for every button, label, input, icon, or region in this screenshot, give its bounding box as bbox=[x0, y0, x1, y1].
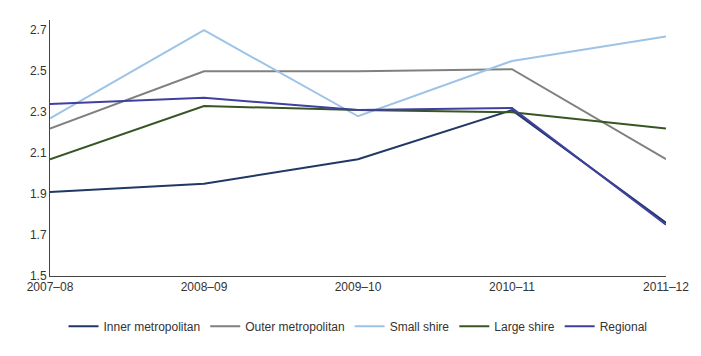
svg-text:2011–12: 2011–12 bbox=[643, 280, 689, 294]
svg-text:2009–10: 2009–10 bbox=[335, 280, 382, 294]
svg-text:Small shire: Small shire bbox=[390, 320, 450, 334]
svg-text:1.5: 1.5 bbox=[30, 269, 47, 283]
svg-text:2008–09: 2008–09 bbox=[181, 280, 228, 294]
svg-text:1.9: 1.9 bbox=[30, 187, 47, 201]
svg-text:Inner metropolitan: Inner metropolitan bbox=[104, 320, 201, 334]
svg-text:Outer metropolitan: Outer metropolitan bbox=[245, 320, 344, 334]
svg-text:2.7: 2.7 bbox=[30, 23, 47, 37]
svg-text:Large shire: Large shire bbox=[494, 320, 554, 334]
svg-text:2010–11: 2010–11 bbox=[489, 280, 535, 294]
svg-text:2.3: 2.3 bbox=[30, 105, 47, 119]
svg-text:1.7: 1.7 bbox=[30, 228, 47, 242]
svg-text:2.1: 2.1 bbox=[30, 146, 47, 160]
svg-text:2.5: 2.5 bbox=[30, 64, 47, 78]
svg-text:2007–08: 2007–08 bbox=[27, 280, 74, 294]
svg-text:Regional: Regional bbox=[600, 320, 647, 334]
